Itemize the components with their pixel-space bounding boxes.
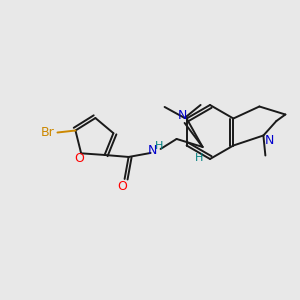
Text: O: O bbox=[118, 181, 128, 194]
Text: H: H bbox=[154, 141, 163, 151]
Text: H: H bbox=[194, 153, 203, 163]
Text: Br: Br bbox=[40, 126, 54, 139]
Text: O: O bbox=[74, 152, 84, 165]
Text: N: N bbox=[265, 134, 274, 147]
Text: N: N bbox=[178, 110, 187, 122]
Text: N: N bbox=[148, 145, 157, 158]
